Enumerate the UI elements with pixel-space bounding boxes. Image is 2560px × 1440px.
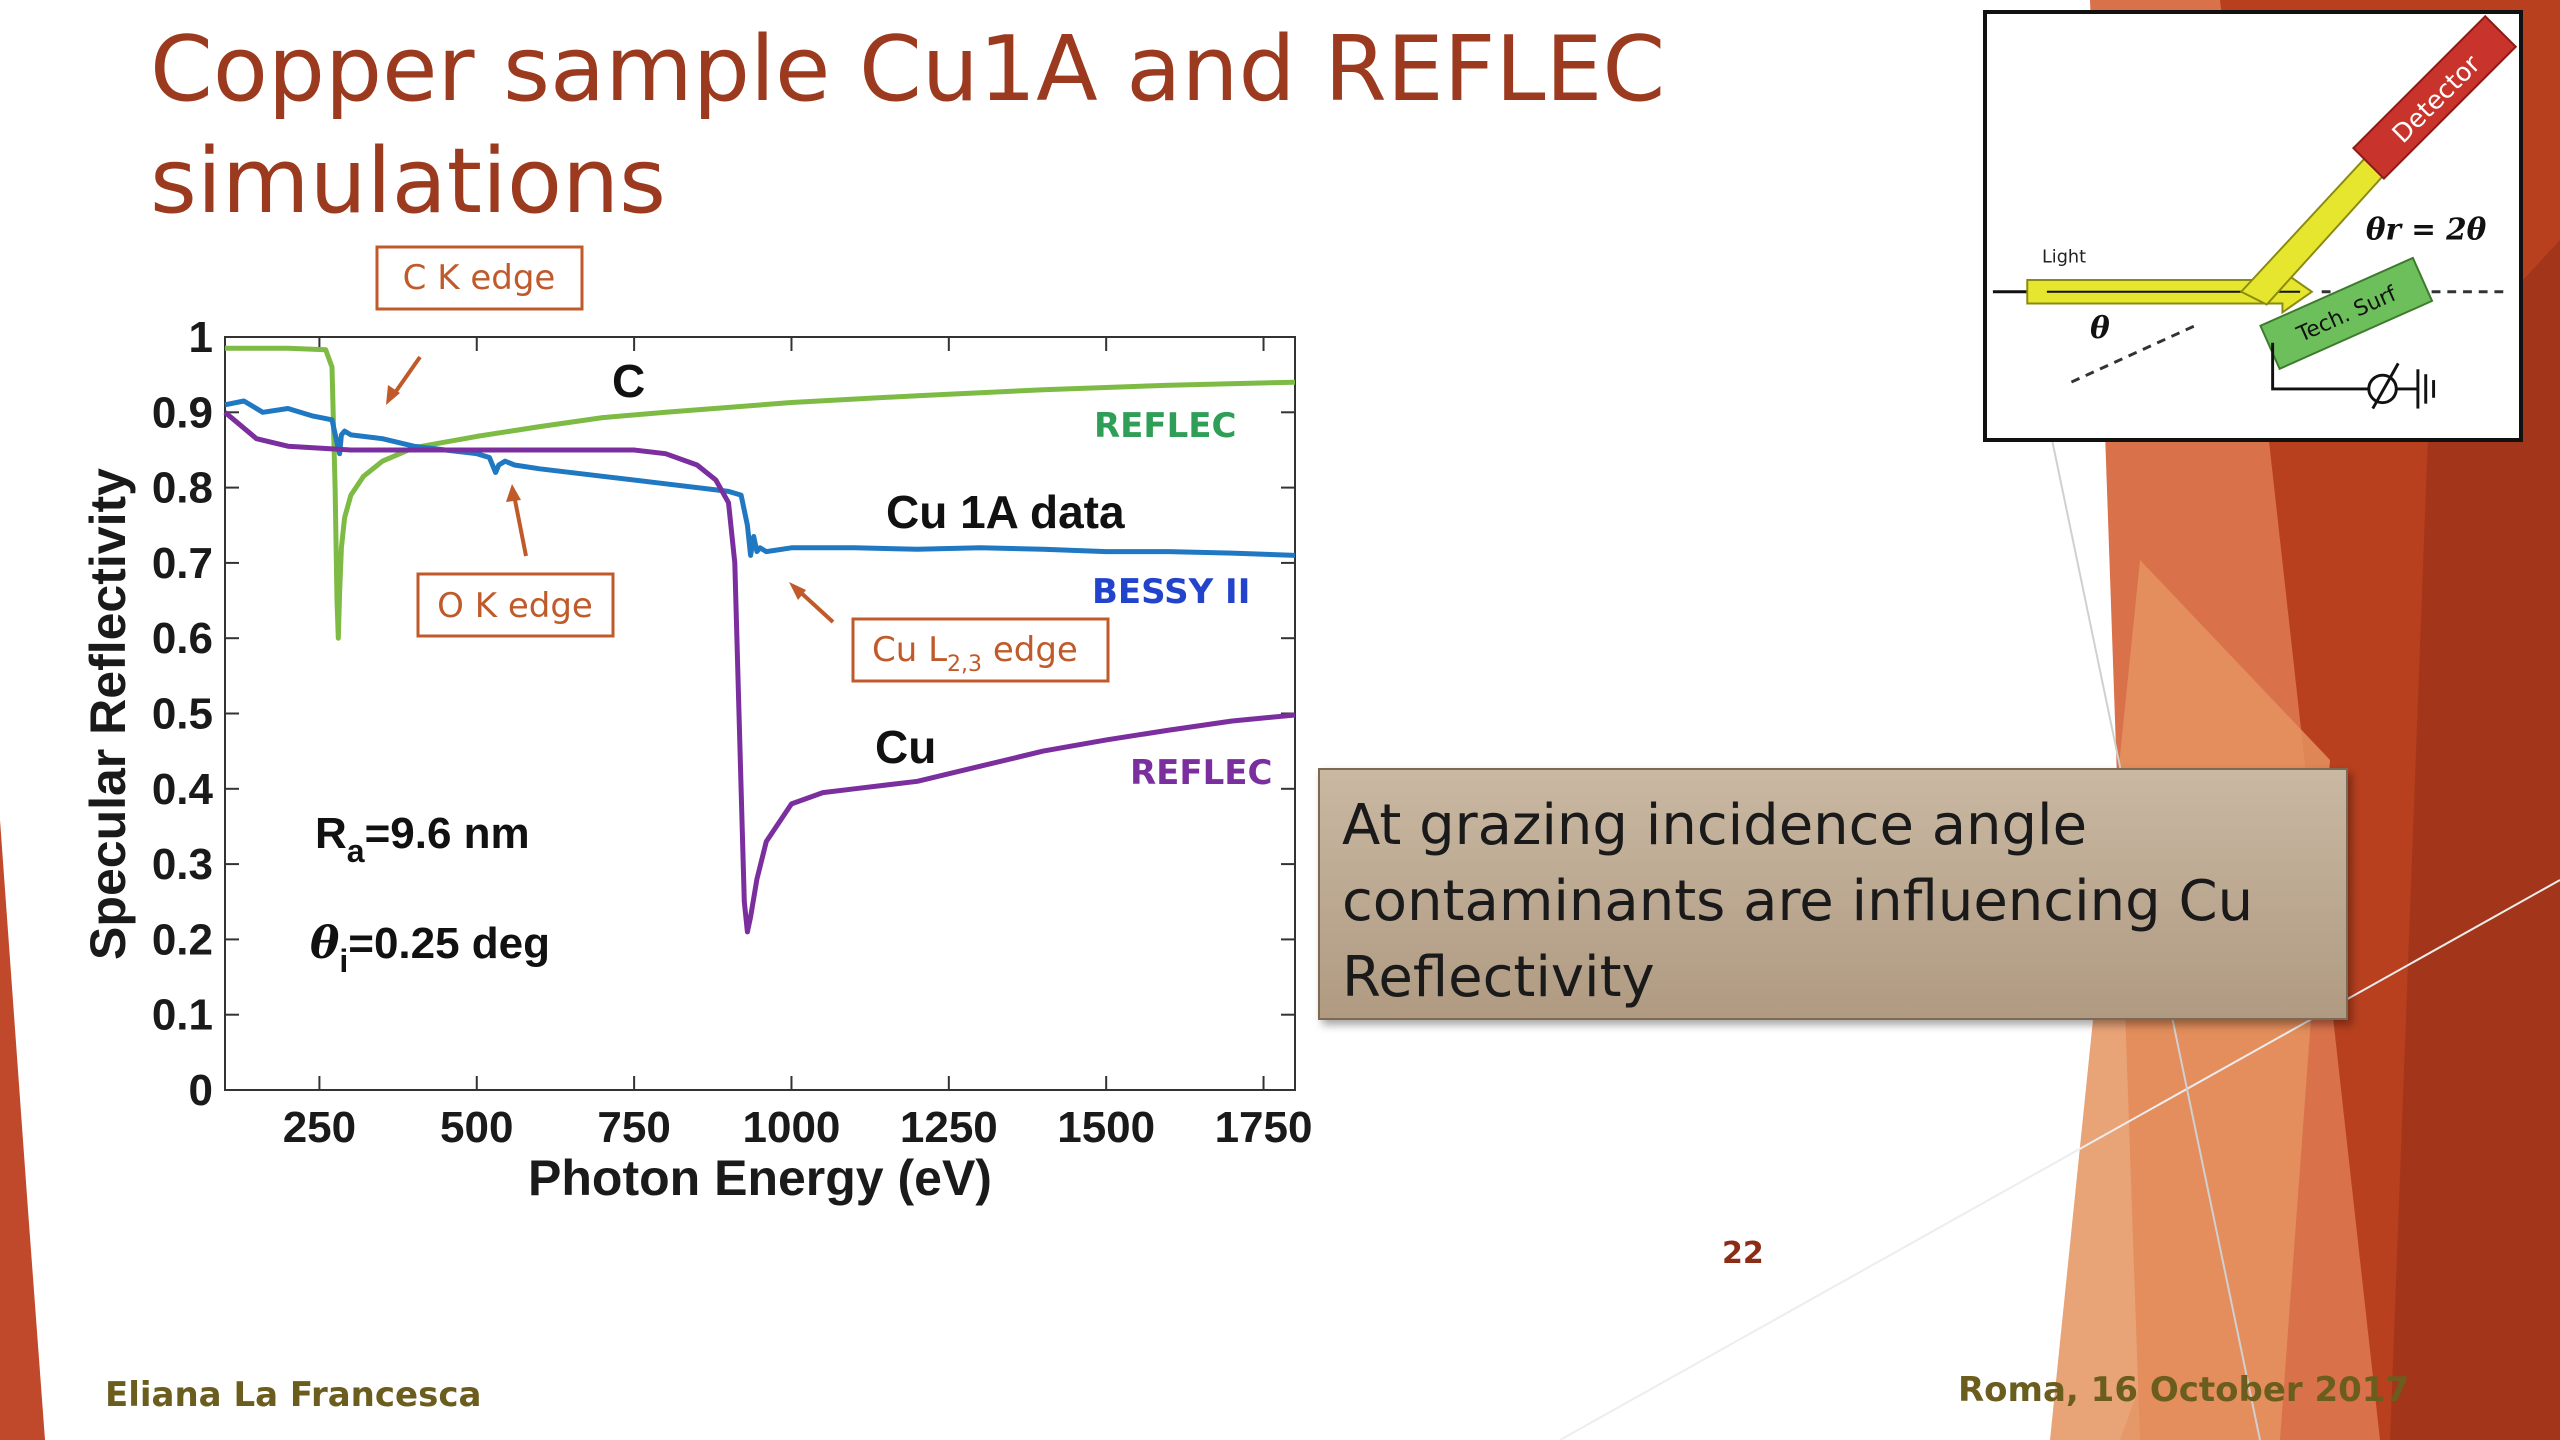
x-tick-label: 250: [283, 1103, 356, 1152]
conclusion-callout: At grazing incidence angle contaminants …: [1318, 768, 2348, 1020]
cu-l-edge-arrow: [796, 588, 835, 624]
roughness-value: =9.6 nm: [365, 809, 530, 858]
y-tick-label: 0.5: [152, 690, 213, 739]
callout-line-1: At grazing incidence angle: [1342, 793, 2088, 858]
y-tick-label: 0.9: [152, 388, 213, 437]
y-tick-label: 0.7: [152, 539, 213, 588]
roughness-symbol: R: [315, 809, 347, 858]
footer-author: Eliana La Francesca: [105, 1375, 482, 1415]
y-tick-label: 0.8: [152, 464, 213, 513]
legend-bessy: BESSY II: [1092, 572, 1250, 612]
y-tick-label: 1: [189, 313, 213, 362]
o-k-edge-arrow: [512, 494, 528, 557]
c-k-edge-label: C K edge: [403, 258, 556, 298]
c-k-edge-arrowhead: [386, 385, 400, 405]
c-k-edge-box: [375, 245, 584, 311]
angle-value: =0.25 deg: [348, 919, 550, 968]
y-axis-label: Specular Reflectivity: [80, 468, 136, 960]
c-k-edge-annotation: C K edge: [375, 245, 584, 405]
o-k-edge-box: [416, 572, 615, 638]
left-edge-decoration: [0, 820, 45, 1440]
tech-surface-body: [2259, 256, 2434, 371]
o-k-edge-arrowhead: [506, 484, 521, 502]
curve-labels: C Cu 1A data Cu: [612, 355, 1125, 773]
ground-wire: [2271, 342, 2369, 391]
right-decoration-accent: [2390, 240, 2560, 1440]
cu-l-edge-subscript: 2,3: [947, 652, 982, 677]
axis-ticks: 250 500 750 1000 1250 1500 1750 0 0.1 0.2 0.3 0.4 0.…: [152, 313, 1313, 1152]
callout-line-3: Reflectivity: [1342, 945, 1655, 1010]
x-tick-label: 1250: [900, 1103, 998, 1152]
y-tick-label: 0.4: [152, 765, 214, 814]
surface-dashed-line-left: [2070, 324, 2195, 384]
light-label: Light: [2042, 247, 2086, 267]
y-tick-label: 0: [189, 1066, 213, 1115]
plot-area: [224, 336, 1296, 1091]
cu-l-edge-arrowhead: [789, 582, 806, 600]
c-k-edge-arrow: [390, 355, 422, 399]
cu-l-edge-label: Cu L2,3 edge: [872, 630, 1078, 677]
page-number: 22: [1722, 1236, 1764, 1271]
cu-l-edge-suffix: edge: [982, 630, 1078, 670]
theta-r-label: θr = 2θ: [2366, 212, 2487, 247]
roughness-subscript: a: [347, 833, 365, 869]
x-axis-label: Photon Energy (eV): [528, 1150, 992, 1206]
data-series: [223, 345, 1296, 935]
angle-subscript: i: [339, 943, 348, 979]
callout-line-2: contaminants are influencing Cu: [1342, 869, 2254, 934]
o-k-edge-label: O K edge: [437, 586, 593, 626]
x-tick-label: 1750: [1215, 1103, 1313, 1152]
slide-title-line-1: Copper sample Cu1A and REFLEC: [150, 17, 1666, 122]
legend-labels: REFLEC BESSY II REFLEC: [1092, 406, 1272, 793]
legend-reflec-c: REFLEC: [1094, 406, 1236, 446]
y-tick-label: 0.3: [152, 840, 213, 889]
footer-date: Roma, 16 October 2017: [1958, 1370, 2410, 1410]
angle-symbol: θ: [310, 918, 340, 969]
detector-body: [2351, 14, 2518, 181]
slide-title: Copper sample Cu1A and REFLEC simulation…: [150, 14, 1750, 238]
x-tick-label: 1000: [743, 1103, 841, 1152]
legend-reflec-cu: REFLEC: [1130, 753, 1272, 793]
y-tick-label: 0.2: [152, 915, 213, 964]
cu-l-edge-annotation: Cu L2,3 edge: [789, 582, 1110, 683]
label-c-curve: C: [612, 355, 645, 407]
detector: Detector: [2351, 14, 2518, 181]
geometry-diagram-inset: Detector Tech. Surf Light θ θr = 2θ: [1983, 10, 2523, 442]
cu-l-edge-box: [851, 617, 1110, 683]
theta-label: θ: [2090, 310, 2110, 345]
cu-l-edge-text: Cu L: [872, 630, 947, 670]
series-reflec-cu-line: [223, 410, 1296, 935]
o-k-edge-annotation: O K edge: [416, 484, 615, 638]
decor-line-1: [1559, 879, 2560, 1440]
x-tick-label: 750: [597, 1103, 670, 1152]
x-tick-label: 1500: [1057, 1103, 1155, 1152]
y-tick-label: 0.6: [152, 614, 213, 663]
ammeter-needle: [2371, 362, 2400, 410]
angle-annotation: θi=0.25 deg: [310, 918, 550, 979]
y-tick-label: 0.1: [152, 991, 213, 1040]
roughness-annotation: Ra=9.6 nm: [315, 809, 530, 869]
tech-surface: Tech. Surf: [2259, 256, 2434, 371]
slide-title-line-2: simulations: [150, 129, 667, 234]
x-tick-label: 500: [440, 1103, 513, 1152]
label-cu-curve: Cu: [875, 721, 936, 773]
label-cu1a-data: Cu 1A data: [886, 486, 1125, 538]
